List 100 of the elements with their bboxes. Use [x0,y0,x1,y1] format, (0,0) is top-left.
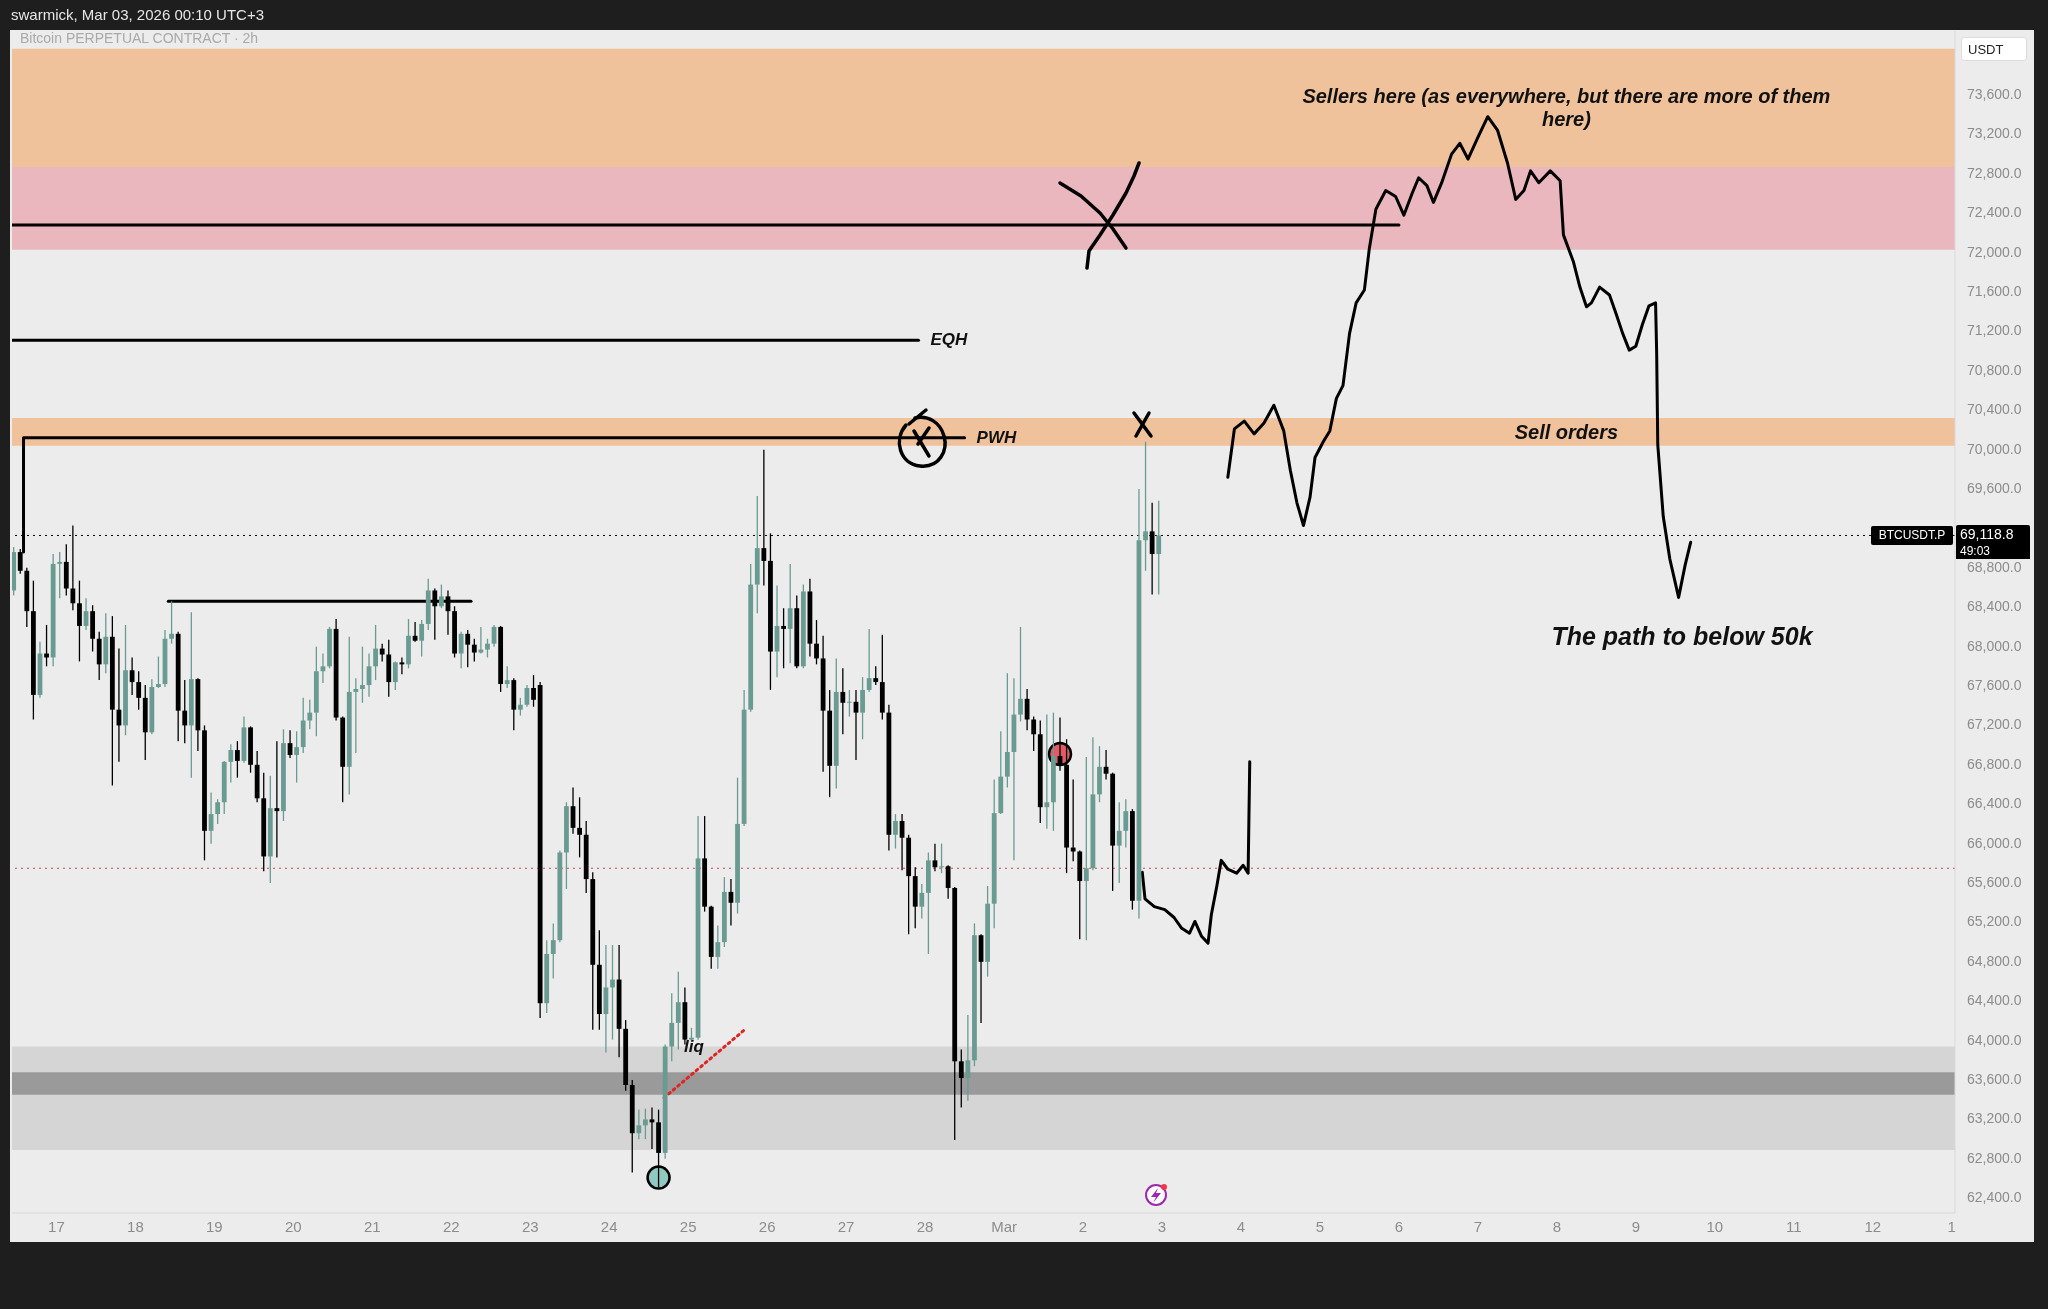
y-tick-label: 63,200.0 [1967,1110,2022,1127]
x-tick-label: 1 [1947,1217,1956,1235]
annotation: BTCUSDT.P [1871,526,1953,546]
candlestick [919,883,925,920]
y-tick-label: 63,600.0 [1967,1071,2022,1088]
candlestick [715,924,721,970]
candlestick [419,619,425,658]
x-tick-label: 2 [1078,1217,1088,1235]
candlestick [156,655,161,689]
candlestick [294,730,300,784]
y-tick-label: 73,200.0 [1967,125,2022,142]
candlestick [965,1014,971,1102]
candlestick [1143,441,1148,572]
candlestick [1044,713,1050,830]
candlestick [1156,500,1162,596]
y-tick-label: 65,600.0 [1967,874,2022,891]
x-tick-label: 21 [363,1217,381,1235]
y-tick-label: 67,200.0 [1967,716,2022,733]
y-tick-label: 66,800.0 [1967,755,2022,772]
candlestick [847,689,852,718]
y-tick-label: 70,000.0 [1967,440,2022,457]
candlestick [866,628,872,693]
x-tick-label: Mar [991,1217,1017,1235]
x-tick-label: 27 [837,1217,855,1235]
x-tick-label: 3 [1157,1217,1167,1235]
candlestick [307,699,313,731]
ref-line-label: 69,118.8 [1956,525,2030,545]
y-tick-label: 68,000.0 [1967,637,2022,654]
x-tick-label: 11 [1785,1217,1802,1235]
x-tick-label: 18 [127,1217,144,1235]
candlestick [504,665,510,689]
candlestick [471,638,477,663]
candlestick [873,665,879,686]
x-tick-label: 6 [1394,1217,1404,1235]
annotation: liq [684,1037,704,1058]
candlestick [958,1048,964,1109]
candlestick [787,563,793,665]
candlestick [531,674,536,708]
candlestick [360,645,365,704]
y-tick-label: 66,400.0 [1967,795,2022,812]
y-tick-label: 64,800.0 [1967,952,2022,969]
candlestick [77,579,82,663]
y-axis-title: USDT [1961,37,2027,61]
y-tick-label: 68,400.0 [1967,598,2022,615]
x-tick-label: 26 [758,1217,776,1235]
y-tick-label: 62,400.0 [1967,1189,2022,1206]
candlestick [392,660,398,691]
y-tick-label: 72,000.0 [1967,243,2022,260]
y-tick-label: 65,200.0 [1967,913,2022,930]
candlestick [860,676,865,740]
candlestick [485,638,490,659]
x-tick-label: 23 [521,1217,539,1235]
candlestick [57,551,63,600]
candlestick [643,1107,648,1140]
candlestick [169,600,174,645]
candlestick [840,667,846,735]
candlestick [353,677,359,754]
candlestick [458,631,464,669]
candlestick [129,656,135,696]
annotation: The path to below 50k [1551,621,1813,651]
candlestick [274,740,280,859]
candlestick [228,743,234,784]
x-tick-label: 20 [284,1217,302,1235]
x-tick-label: 7 [1473,1217,1483,1235]
y-tick-label: 72,400.0 [1967,204,2022,221]
candlestick [675,971,681,1051]
y-tick-label: 70,800.0 [1967,361,2022,378]
candlestick [939,842,944,874]
y-tick-label: 71,200.0 [1967,322,2022,339]
candlestick [550,922,556,980]
x-tick-label: 22 [442,1217,460,1235]
y-tick-label: 62,800.0 [1967,1149,2022,1166]
text: 49:03 [1956,544,2030,560]
candlestick [636,1108,642,1140]
candlestick [893,813,898,850]
x-tick-label: 5 [1315,1217,1325,1235]
candlestick [439,583,444,609]
x-tick-label: 28 [916,1217,934,1235]
y-tick-label: 69,600.0 [1967,480,2022,497]
y-tick-label: 70,400.0 [1967,401,2022,418]
candlestick [373,624,378,681]
y-tick-label: 71,600.0 [1967,283,2022,300]
text: swarmick, Mar 03, 2026 00:10 UTC+3 [11,6,265,23]
candlestick [945,864,951,900]
candlestick [182,679,188,744]
x-tick-label: 17 [48,1217,65,1235]
candlestick [136,670,142,711]
series-label: PWH [976,427,1017,448]
candlestick [610,944,615,1041]
candlestick [1083,756,1089,941]
candlestick [669,992,675,1062]
candlestick [478,626,484,655]
y-tick-label: 73,600.0 [1967,86,2022,103]
chart-title: Bitcoin PERPETUAL CONTRACT · 2h [20,30,259,47]
candlestick [1070,778,1076,862]
x-tick-label: 24 [600,1217,618,1235]
x-tick-label: 25 [679,1217,697,1235]
line-series [1140,760,1252,945]
y-tick-label: 64,000.0 [1967,1031,2022,1048]
candlestick [465,629,471,668]
